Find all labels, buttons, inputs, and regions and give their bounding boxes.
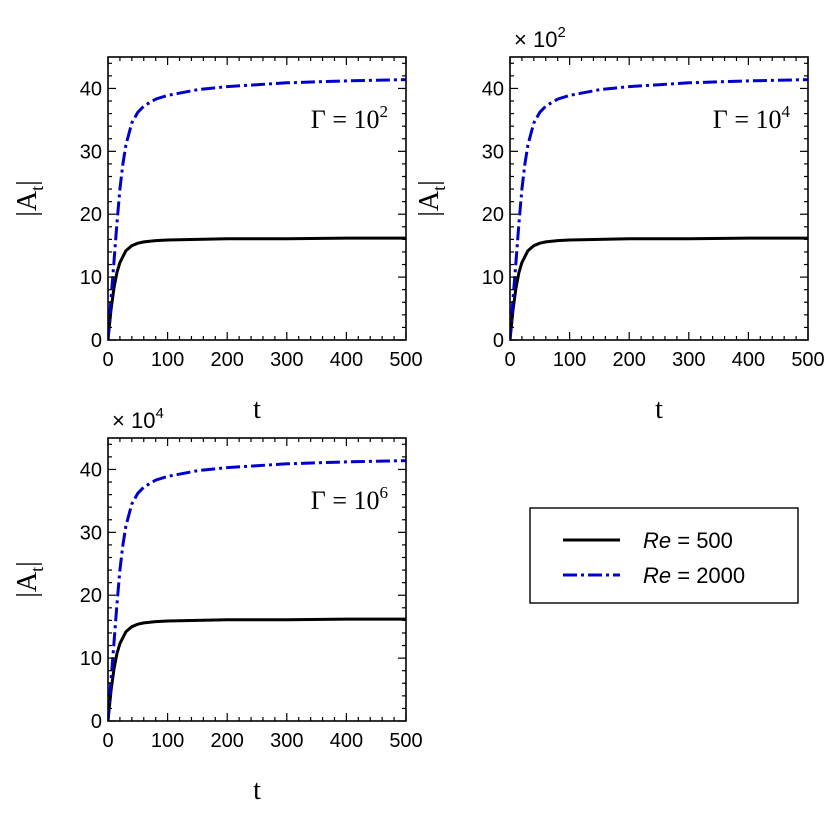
y-tick-label: 0 (91, 711, 102, 733)
gamma-annotation: Γ = 102 (311, 102, 388, 134)
chart-panel-2: 0 100 200 300 400 500 0 10 20 30 40 t |At| Γ = 104 × 1… (414, 24, 825, 425)
plot-frame (107, 437, 407, 722)
y-tick-label: 20 (80, 204, 102, 226)
x-tick-label: 200 (211, 349, 244, 371)
x-axis-label: t (655, 394, 663, 425)
x-tick-label: 400 (330, 349, 363, 371)
y-tick-label: 30 (80, 522, 102, 544)
x-tick-label: 500 (389, 730, 422, 752)
x-tick-label: 0 (102, 730, 113, 752)
y-tick-label: 30 (80, 141, 102, 163)
y-axis-label: |At| (12, 180, 47, 216)
series-line-re2000 (108, 78, 406, 340)
x-tick-label: 100 (553, 349, 586, 371)
x-tick-label: 400 (330, 730, 363, 752)
x-tick-label: 500 (389, 349, 422, 371)
plot-frame (107, 56, 407, 341)
y-tick-label: 30 (482, 141, 504, 163)
y-tick-label: 10 (80, 648, 102, 670)
chart-panel-1: 0 100 200 300 400 500 0 10 20 30 40 t |At| Γ = 102 (12, 56, 423, 425)
y-axis-label: |At| (414, 180, 449, 216)
y-axis-label: |At| (12, 561, 47, 597)
series-line-re500 (510, 236, 808, 340)
x-tick-label: 100 (151, 730, 184, 752)
legend: Re = 500 Re = 2000 (529, 507, 799, 604)
plot-frame (509, 56, 809, 341)
y-tick-label: 10 (80, 267, 102, 289)
x-tick-label: 100 (151, 349, 184, 371)
y-tick-label: 0 (493, 330, 504, 352)
x-tick-label: 200 (211, 730, 244, 752)
axis-multiplier: × 102 (514, 24, 566, 52)
axis-multiplier: × 104 (112, 405, 164, 433)
x-tick-label: 300 (672, 349, 705, 371)
x-tick-label: 0 (102, 349, 113, 371)
y-tick-label: 40 (80, 459, 102, 481)
legend-box (529, 507, 799, 604)
series-line-re500 (108, 236, 406, 340)
series-line-re2000 (108, 459, 406, 721)
y-tick-label: 40 (482, 78, 504, 100)
series-line-re500 (108, 617, 406, 721)
x-tick-label: 500 (791, 349, 824, 371)
x-tick-label: 0 (504, 349, 515, 371)
gamma-annotation: Γ = 104 (713, 102, 791, 134)
x-tick-label: 300 (270, 349, 303, 371)
y-tick-label: 20 (482, 204, 504, 226)
legend-label-re500: Re = 500 (643, 528, 733, 553)
x-tick-label: 200 (613, 349, 646, 371)
x-axis-label: t (253, 775, 261, 806)
y-tick-label: 40 (80, 78, 102, 100)
y-tick-label: 0 (91, 330, 102, 352)
x-axis-label: t (253, 394, 261, 425)
gamma-annotation: Γ = 106 (311, 483, 388, 515)
y-tick-label: 10 (482, 267, 504, 289)
series-line-re2000 (510, 78, 808, 340)
legend-label-re2000: Re = 2000 (643, 563, 745, 588)
x-tick-label: 300 (270, 730, 303, 752)
chart-panel-3: 0 100 200 300 400 500 0 10 20 30 40 t |At| Γ = 106 × 1… (12, 405, 423, 806)
y-tick-label: 20 (80, 585, 102, 607)
x-tick-label: 400 (732, 349, 765, 371)
